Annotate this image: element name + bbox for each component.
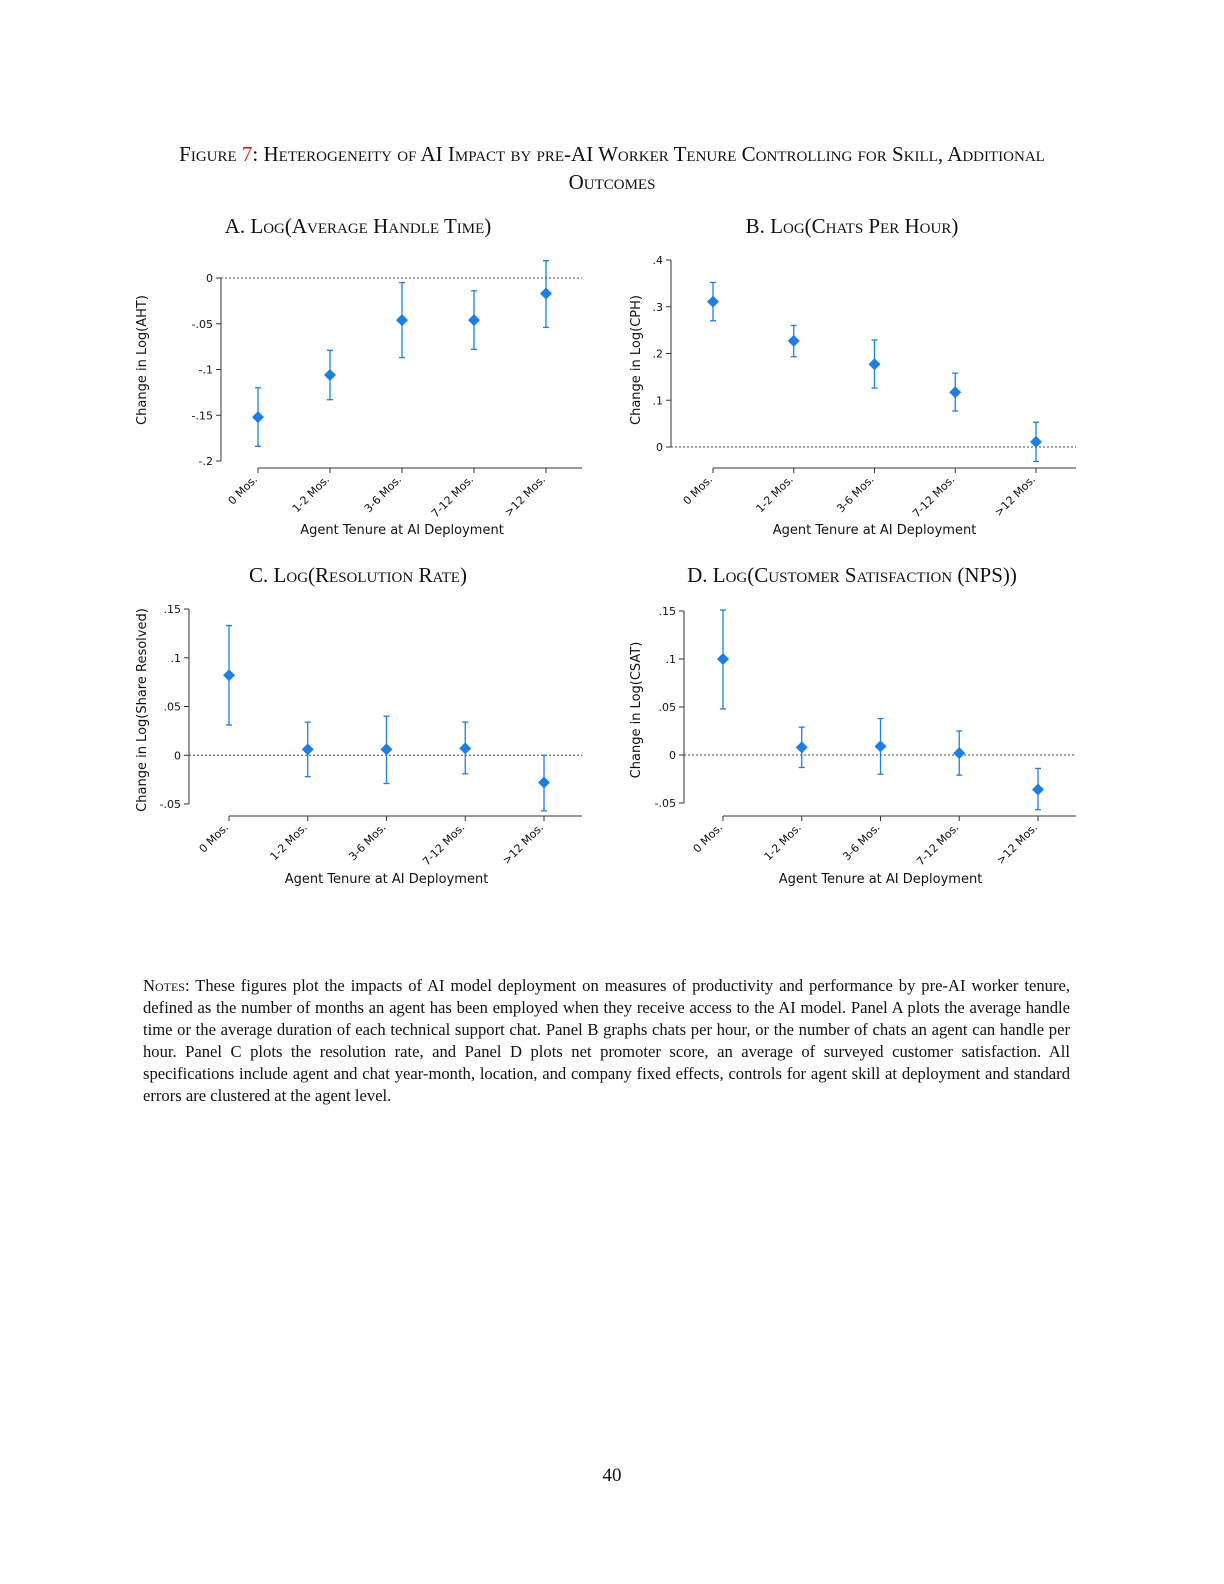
panel-a-x-tick-label: 1-2 Mos.	[290, 473, 332, 515]
panel-c-y-tick-label: .05	[164, 701, 182, 714]
notes-text: These figures plot the impacts of AI mod…	[143, 976, 1070, 1105]
figure-title: Figure 7: Heterogeneity of AI Impact by …	[179, 142, 1045, 194]
panel-b-y-tick-label: 0	[656, 441, 663, 454]
panel-d-y-tick-label: .1	[666, 653, 677, 666]
figure-number-link[interactable]: 7	[241, 142, 253, 166]
panel-b-y-tick-label: .1	[653, 394, 664, 407]
panel-d-y-tick-label: -.05	[655, 797, 676, 810]
panel-d-point	[795, 741, 808, 754]
panel-c-x-tick-label: 1-2 Mos.	[268, 821, 310, 863]
panel-c-x-tick-label: >12 Mos.	[500, 821, 546, 867]
panel-a-y-tick-label: -.2	[199, 455, 213, 468]
panel-a-x-tick-label: 3-6 Mos.	[362, 473, 404, 515]
panel-d-x-tick-label: 3-6 Mos.	[840, 821, 882, 863]
panel-b-point	[949, 386, 962, 399]
panel-c-title: C. Log(Resolution Rate)	[249, 563, 467, 587]
panel-d-y-tick-label: .05	[659, 701, 677, 714]
panel-d-title: D. Log(Customer Satisfaction (NPS))	[687, 563, 1017, 587]
page-number: 40	[602, 1465, 622, 1486]
panel-b-x-tick-label: 3-6 Mos.	[834, 473, 876, 515]
panel-d-x-tick-label: 7-12 Mos.	[914, 821, 961, 868]
figure-title-text: Heterogeneity of AI Impact by pre-AI Wor…	[263, 142, 1045, 194]
panel-d-x-tick-label: 0 Mos.	[691, 821, 726, 856]
panel-c-y-tick-label: .15	[164, 603, 182, 616]
panel-d-x-tick-label: >12 Mos.	[994, 821, 1040, 867]
panel-c-x-tick-label: 7-12 Mos.	[420, 821, 467, 868]
panel-a-point	[540, 287, 552, 300]
panel-c-point	[538, 776, 550, 789]
panel-d-x-tick-label: 1-2 Mos.	[762, 821, 804, 863]
panel-a-y-tick-label: -.1	[199, 364, 213, 377]
panel-b-x-tick-label: 7-12 Mos.	[910, 473, 957, 520]
panel-c-y-axis-title: Change in Log(Share Resolved)	[135, 608, 150, 812]
notes-lead: Notes:	[143, 976, 190, 995]
panel-d-y-tick-label: 0	[669, 749, 676, 762]
figure-label: Figure	[179, 142, 237, 166]
panel-b-y-tick-label: .3	[653, 301, 664, 314]
panel-c-point	[223, 669, 235, 682]
panel-c-point	[301, 743, 314, 756]
panel-c-point	[459, 742, 472, 755]
panel-b-x-tick-label: 1-2 Mos.	[754, 473, 796, 515]
panel-a-point	[252, 411, 264, 424]
panel-b-x-tick-label: >12 Mos.	[992, 473, 1038, 519]
panel-b-point	[1030, 435, 1042, 448]
panel-c-x-tick-label: 0 Mos.	[197, 821, 232, 856]
panel-b-y-tick-label: .2	[653, 348, 664, 361]
panel-c-y-tick-label: -.05	[160, 798, 181, 811]
panel-b-y-axis-title: Change in Log(CPH)	[629, 295, 644, 425]
panel-b-point	[707, 295, 719, 308]
panel-c-y-tick-label: .1	[171, 652, 182, 665]
panel-a-y-axis-title: Change in Log(AHT)	[135, 295, 150, 425]
panel-d-point	[953, 747, 966, 760]
panel-a-title: A. Log(Average Handle Time)	[224, 214, 492, 238]
panel-d-point	[1032, 783, 1044, 796]
panel-c-y-tick-label: 0	[174, 749, 181, 762]
panel-b-point	[868, 358, 881, 371]
panel-a-y-tick-label: 0	[206, 272, 213, 285]
panel-a-x-tick-label: >12 Mos.	[502, 473, 548, 519]
panel-d-point	[717, 653, 729, 665]
panel-b-x-tick-label: 0 Mos.	[681, 473, 716, 508]
figure-notes: Notes: These figures plot the impacts of…	[143, 975, 1070, 1107]
panel-b-title: B. Log(Chats Per Hour)	[745, 214, 959, 238]
panel-a-y-tick-label: -.15	[192, 409, 213, 422]
panel-a-x-tick-label: 7-12 Mos.	[429, 473, 476, 520]
panel-c-point	[380, 743, 393, 756]
panel-d-point	[874, 740, 887, 753]
panel-a-y-tick-label: -.05	[192, 318, 213, 331]
panel-c-x-tick-label: 3-6 Mos.	[346, 821, 388, 863]
panel-a-point	[468, 314, 480, 327]
panel-b-y-tick-label: .4	[653, 254, 664, 267]
panel-b-x-axis-title: Agent Tenure at AI Deployment	[773, 523, 977, 538]
panel-d-y-tick-label: .15	[659, 605, 677, 618]
panel-a-point	[396, 314, 408, 327]
panel-a-x-axis-title: Agent Tenure at AI Deployment	[300, 523, 504, 538]
panel-b-point	[787, 334, 800, 347]
panel-a-x-tick-label: 0 Mos.	[226, 473, 261, 508]
panel-d-x-axis-title: Agent Tenure at AI Deployment	[779, 872, 983, 887]
panel-d-y-axis-title: Change in Log(CSAT)	[629, 642, 644, 779]
panel-c-x-axis-title: Agent Tenure at AI Deployment	[285, 872, 489, 887]
panel-a-point	[324, 368, 336, 381]
